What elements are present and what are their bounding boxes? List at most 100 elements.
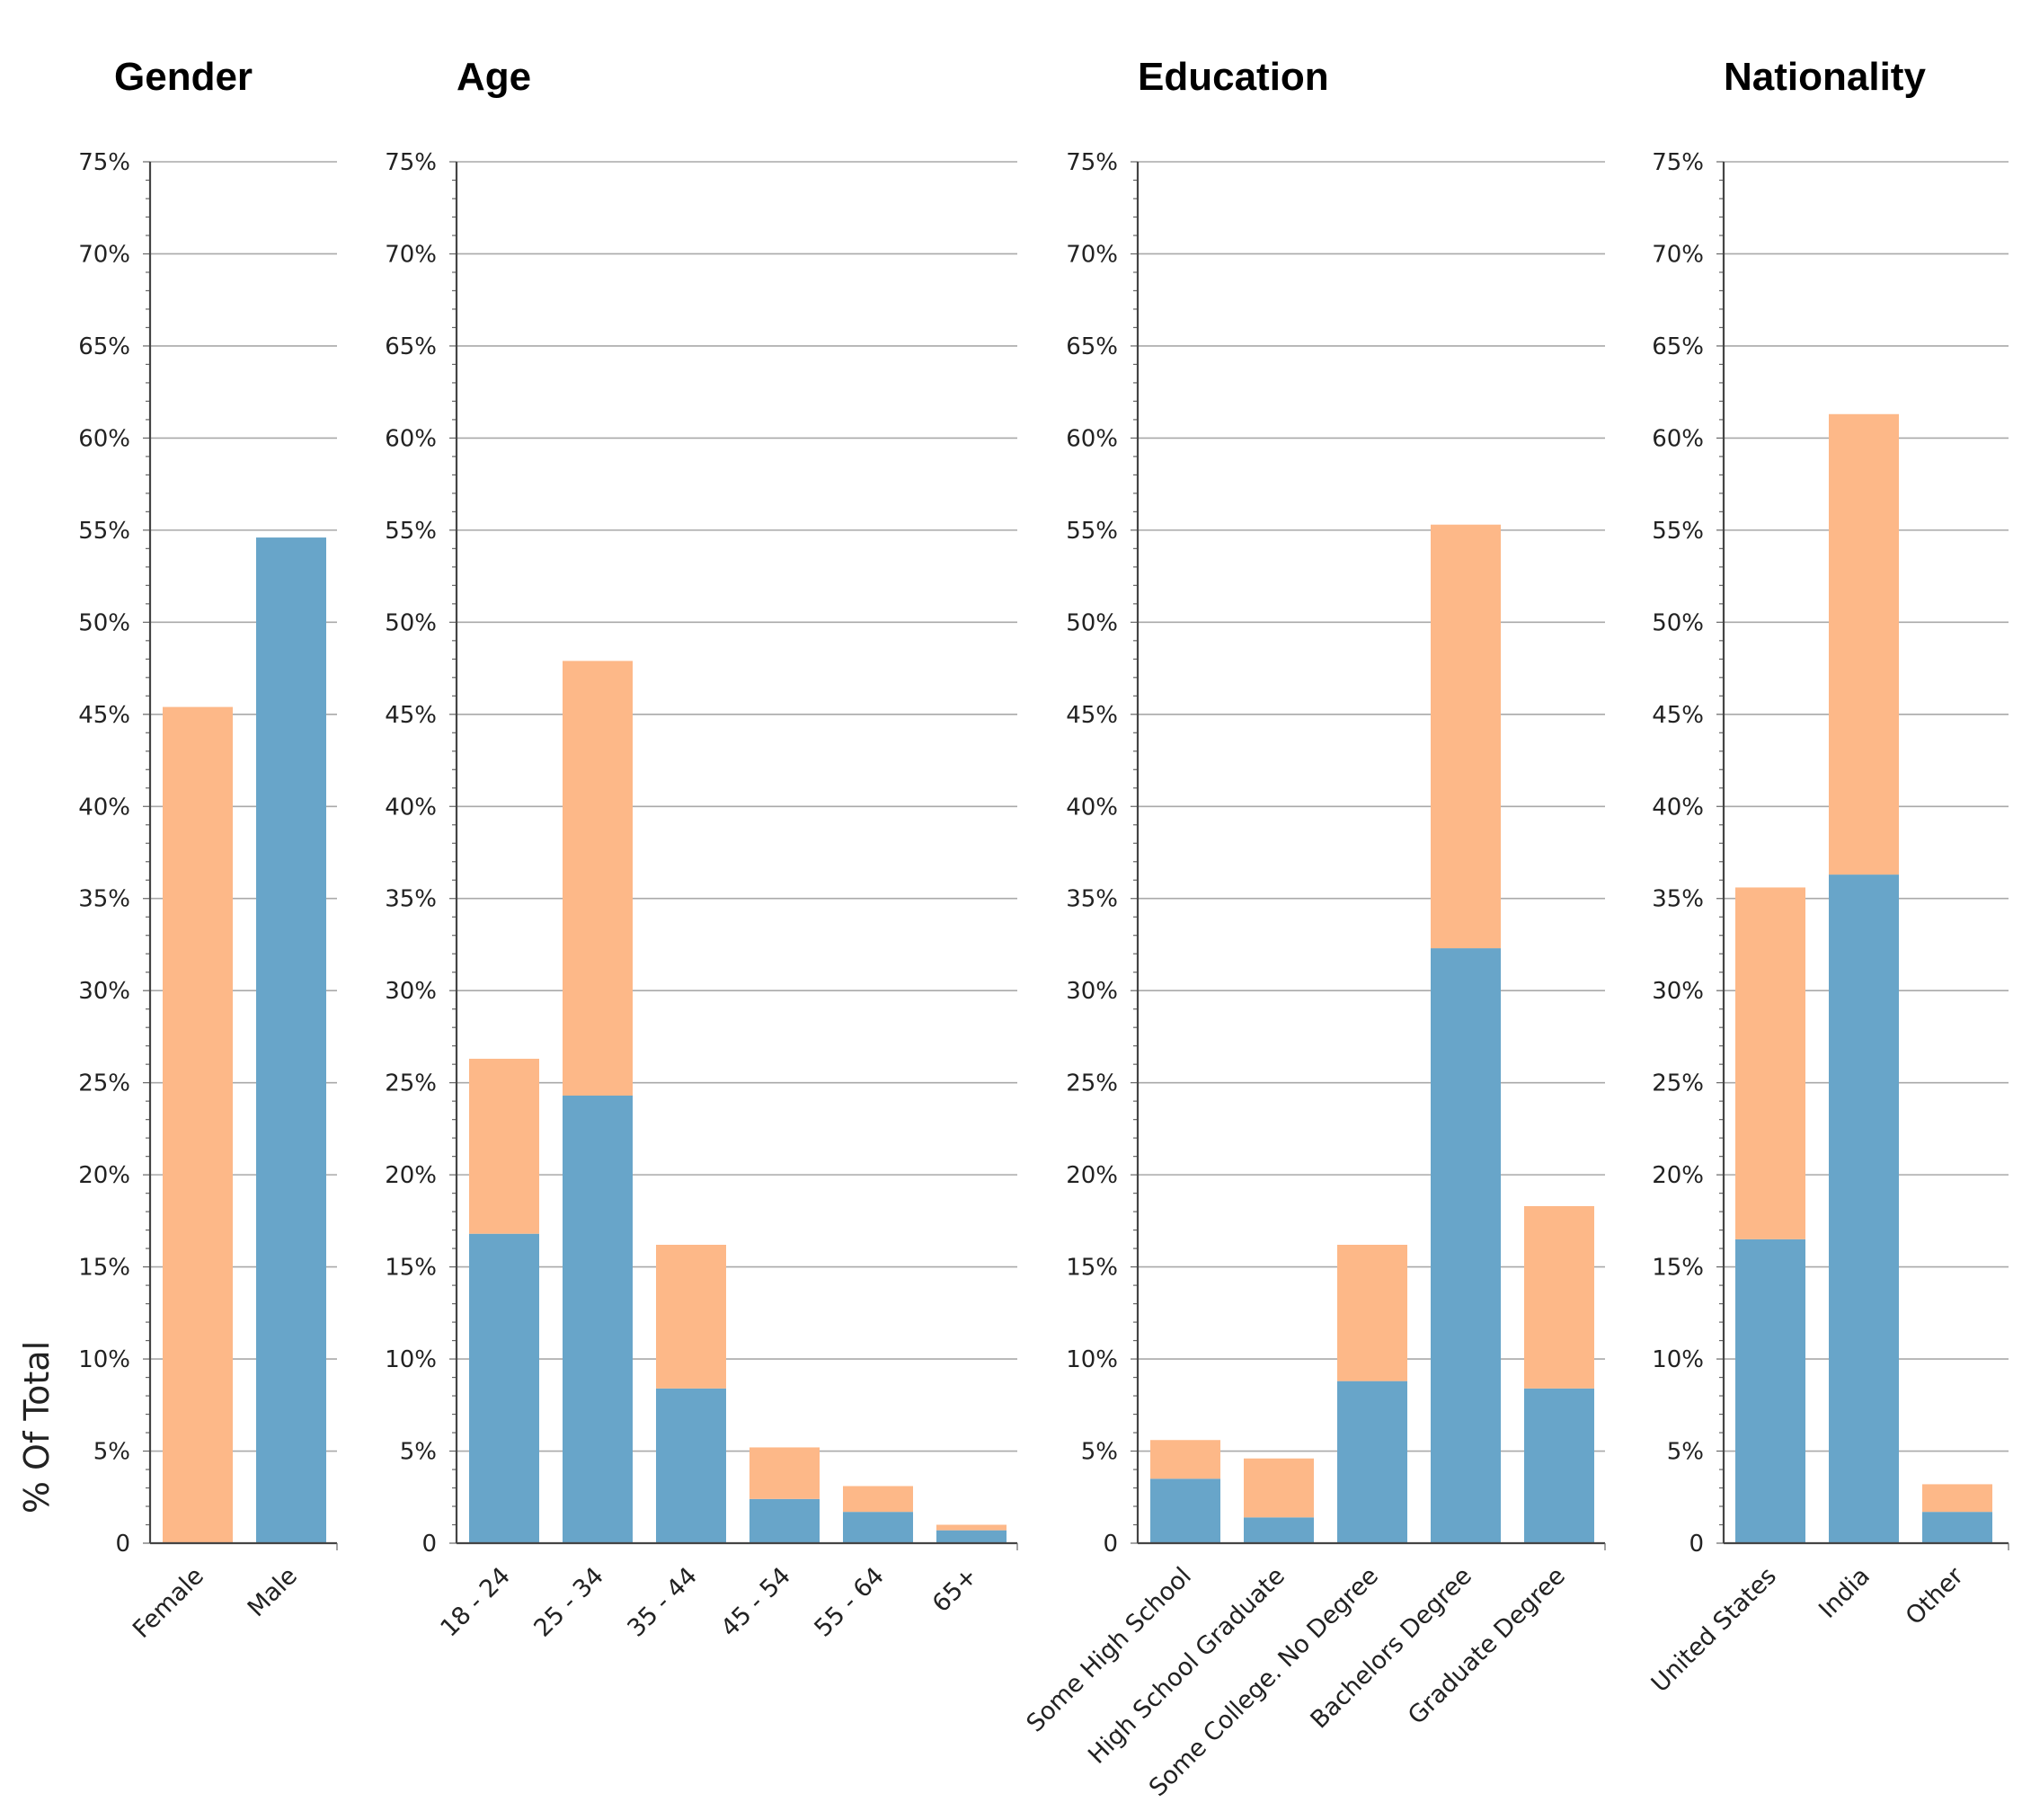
x-tick-label: Other — [1901, 1561, 1970, 1630]
panel-title-3: Nationality — [1724, 55, 1926, 99]
y-tick-label: 15% — [385, 1255, 437, 1282]
bar-india-series-1 — [1829, 413, 1899, 875]
y-tick-label: 30% — [78, 978, 130, 1005]
y-tick-label: 20% — [78, 1162, 130, 1189]
x-tick-label: Some High School — [1021, 1562, 1196, 1737]
x-tick-label: 18 - 24 — [435, 1562, 516, 1643]
y-tick-label: 5% — [93, 1439, 130, 1466]
y-tick-label: 75% — [1652, 149, 1704, 176]
y-tick-label: 15% — [78, 1255, 130, 1282]
y-tick-label: 55% — [1066, 518, 1118, 545]
y-tick-label: 50% — [385, 609, 437, 636]
bar-high-school-graduate-series-0 — [1244, 1517, 1314, 1543]
y-tick-label: 70% — [78, 241, 130, 268]
y-tick-label: 60% — [1066, 425, 1118, 452]
y-tick-label: 35% — [1652, 886, 1704, 913]
y-tick-label: 65% — [385, 333, 437, 360]
y-tick-label: 0 — [421, 1531, 437, 1558]
y-tick-label: 10% — [78, 1346, 130, 1373]
y-tick-label: 75% — [78, 149, 130, 176]
bar-45-54-series-0 — [749, 1498, 820, 1543]
y-tick-label: 10% — [385, 1346, 437, 1373]
y-tick-label: 30% — [1652, 978, 1704, 1005]
x-tick-label: Female — [128, 1562, 209, 1644]
y-tick-label: 45% — [385, 702, 437, 729]
bar-other-series-0 — [1922, 1512, 1992, 1543]
bar-india-series-0 — [1829, 874, 1899, 1543]
bar-55-64-series-1 — [843, 1486, 913, 1513]
x-tick-label: India — [1814, 1562, 1876, 1624]
bar-some-high-school-series-1 — [1150, 1440, 1220, 1479]
y-tick-label: 50% — [78, 609, 130, 636]
x-tick-label: 55 - 64 — [809, 1562, 890, 1643]
bar-some-college-no-degree-series-0 — [1337, 1381, 1407, 1543]
y-tick-label: 75% — [385, 149, 437, 176]
y-tick-label: 15% — [1652, 1255, 1704, 1282]
x-tick-label: Male — [243, 1562, 303, 1622]
y-tick-label: 65% — [1652, 333, 1704, 360]
y-tick-label: 50% — [1066, 609, 1118, 636]
y-tick-label: 45% — [1066, 702, 1118, 729]
bar-high-school-graduate-series-1 — [1244, 1458, 1314, 1518]
panel-title-1: Age — [457, 55, 531, 99]
y-tick-label: 70% — [1066, 241, 1118, 268]
y-tick-label: 20% — [1066, 1162, 1118, 1189]
y-tick-label: 55% — [78, 518, 130, 545]
y-tick-label: 15% — [1066, 1255, 1118, 1282]
y-tick-label: 35% — [78, 886, 130, 913]
bar-65--series-0 — [936, 1530, 1007, 1543]
bar-other-series-1 — [1922, 1484, 1992, 1513]
bar-25-34-series-0 — [563, 1096, 633, 1543]
y-tick-label: 10% — [1652, 1346, 1704, 1373]
y-tick-label: 5% — [1081, 1439, 1118, 1466]
x-tick-label: 45 - 54 — [715, 1562, 796, 1643]
bar-some-high-school-series-0 — [1150, 1478, 1220, 1543]
y-tick-label: 65% — [1066, 333, 1118, 360]
bar-male-series-0 — [256, 537, 326, 1544]
bar-25-34-series-1 — [563, 661, 633, 1096]
bar-65--series-1 — [936, 1524, 1007, 1531]
y-tick-label: 25% — [78, 1070, 130, 1097]
y-tick-label: 40% — [1652, 794, 1704, 821]
bar-female-series-1 — [163, 706, 233, 1543]
y-tick-label: 25% — [1652, 1070, 1704, 1097]
y-tick-label: 25% — [1066, 1070, 1118, 1097]
y-tick-label: 35% — [1066, 886, 1118, 913]
bar-18-24-series-1 — [469, 1059, 539, 1234]
y-tick-label: 40% — [1066, 794, 1118, 821]
y-tick-label: 60% — [1652, 425, 1704, 452]
bar-some-college-no-degree-series-1 — [1337, 1245, 1407, 1381]
y-tick-label: 55% — [1652, 518, 1704, 545]
y-tick-label: 30% — [385, 978, 437, 1005]
panel-title-0: Gender — [114, 55, 253, 99]
y-tick-label: 40% — [78, 794, 130, 821]
bar-graduate-degree-series-1 — [1524, 1205, 1594, 1389]
bar-18-24-series-0 — [469, 1233, 539, 1543]
y-tick-label: 30% — [1066, 978, 1118, 1005]
y-tick-label: 10% — [1066, 1346, 1118, 1373]
panel-title-2: Education — [1138, 55, 1329, 99]
x-tick-label: United States — [1646, 1562, 1782, 1698]
y-tick-label: 20% — [1652, 1162, 1704, 1189]
y-tick-label: 60% — [385, 425, 437, 452]
y-tick-label: 25% — [385, 1070, 437, 1097]
x-tick-label: Graduate Degree — [1403, 1562, 1571, 1730]
y-tick-label: 70% — [385, 241, 437, 268]
y-tick-label: 65% — [78, 333, 130, 360]
bar-45-54-series-1 — [749, 1447, 820, 1499]
y-tick-label: 75% — [1066, 149, 1118, 176]
y-tick-label: 5% — [400, 1439, 437, 1466]
bar-united-states-series-0 — [1735, 1238, 1805, 1543]
y-axis-title: % Of Total — [17, 1341, 57, 1514]
y-tick-label: 20% — [385, 1162, 437, 1189]
x-tick-label: 25 - 34 — [528, 1562, 609, 1643]
y-tick-label: 0 — [1689, 1531, 1704, 1558]
bar-united-states-series-1 — [1735, 887, 1805, 1239]
bar-55-64-series-0 — [843, 1512, 913, 1543]
y-tick-label: 45% — [78, 702, 130, 729]
bar-bachelors-degree-series-0 — [1431, 948, 1501, 1543]
x-tick-label: Bachelors Degree — [1306, 1562, 1477, 1734]
y-tick-label: 55% — [385, 518, 437, 545]
y-tick-label: 50% — [1652, 609, 1704, 636]
